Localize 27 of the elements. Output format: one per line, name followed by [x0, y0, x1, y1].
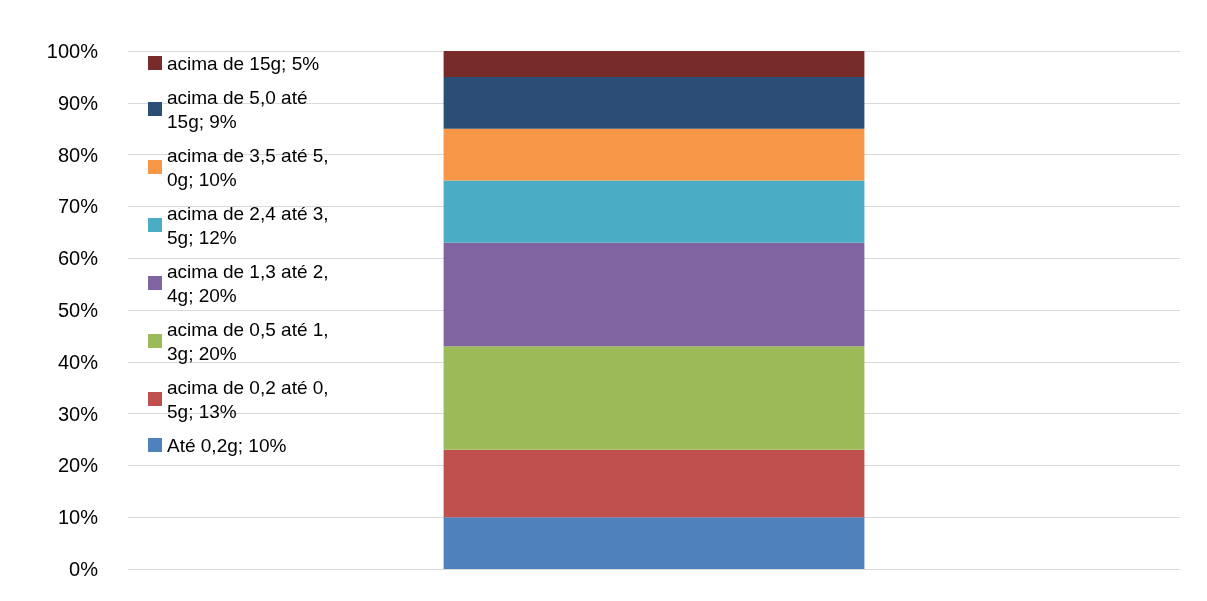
bar — [443, 180, 865, 243]
legend-label: acima de 0,5 até 1,3g; 20% — [167, 318, 329, 364]
legend-label: acima de 2,4 até 3,5g; 12% — [167, 202, 329, 248]
bar — [443, 76, 865, 129]
legend-label: acima de 5,0 até 15g; 9% — [167, 86, 313, 132]
bar — [443, 51, 865, 77]
bar — [443, 449, 865, 518]
y-tick-label: 70% — [57, 195, 99, 218]
bar — [443, 346, 865, 450]
legend-label: Até 0,2g; 10% — [167, 434, 287, 456]
y-tick-label: 40% — [57, 350, 99, 373]
y-tick-label: 0% — [69, 558, 99, 580]
y-tick-label: 20% — [57, 454, 99, 477]
y-tick-label: 100% — [46, 40, 99, 62]
y-tick-label: 60% — [57, 247, 99, 270]
bar — [443, 242, 865, 347]
y-tick-label: 80% — [57, 143, 99, 166]
y-tick-label: 90% — [57, 91, 99, 114]
bar — [443, 128, 865, 181]
bar — [443, 517, 865, 569]
y-tick-label: 30% — [57, 402, 99, 425]
y-tick-label: 50% — [57, 299, 99, 321]
y-tick-label: 10% — [57, 506, 99, 529]
legend-label: acima de 15g; 5% — [167, 52, 320, 74]
legend-label: acima de 0,2 até 0,5g; 13% — [167, 376, 329, 422]
legend-label: acima de 1,3 até 2,4g; 20% — [167, 260, 329, 306]
legend-label: acima de 3,5 até 5,0g; 10% — [167, 144, 329, 190]
